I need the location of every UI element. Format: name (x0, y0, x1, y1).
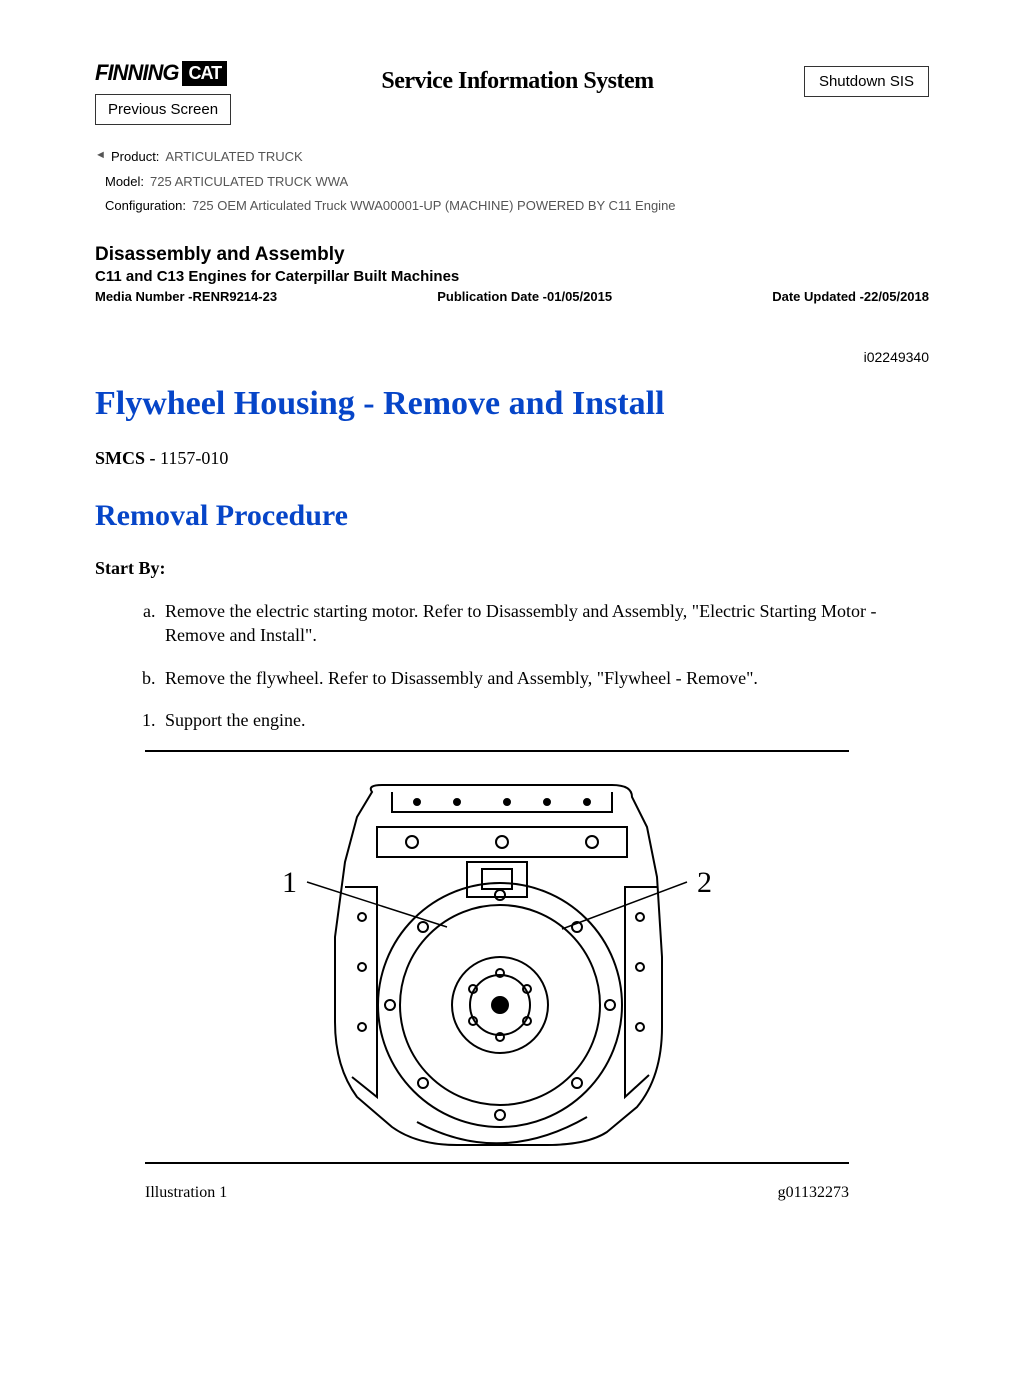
product-label: Product: (111, 145, 159, 170)
shutdown-sis-button[interactable]: Shutdown SIS (804, 66, 929, 97)
doc-heading: Disassembly and Assembly (95, 244, 929, 266)
section-title: Removal Procedure (95, 499, 929, 533)
illustration-ref: g01132273 (778, 1184, 849, 1202)
config-row: Configuration: 725 OEM Articulated Truck… (105, 194, 929, 219)
illustration-rule-top (145, 750, 849, 752)
callout-2: 2 (697, 866, 712, 899)
illustration-label: Illustration 1 (145, 1184, 227, 1202)
cat-badge: CAT (182, 61, 227, 86)
media-number: Media Number -RENR9214-23 (95, 289, 277, 304)
doc-subheading: C11 and C13 Engines for Caterpillar Buil… (95, 268, 929, 285)
start-by-heading: Start By: (95, 558, 929, 579)
product-value: ARTICULATED TRUCK (165, 145, 302, 170)
page-header: FINNING CAT Previous Screen Service Info… (95, 60, 929, 125)
logo-text: FINNING (95, 60, 178, 86)
smcs-value: 1157-010 (160, 448, 228, 468)
product-row: ◄ Product: ARTICULATED TRUCK (95, 145, 929, 170)
publication-row: Media Number -RENR9214-23 Publication Da… (95, 289, 929, 304)
document-metadata: ◄ Product: ARTICULATED TRUCK Model: 725 … (95, 145, 929, 219)
illustration-block: 1 2 (145, 750, 849, 1164)
doc-id: i02249340 (95, 349, 929, 365)
config-value: 725 OEM Articulated Truck WWA00001-UP (M… (192, 194, 676, 219)
previous-screen-button[interactable]: Previous Screen (95, 94, 231, 125)
model-value: 725 ARTICULATED TRUCK WWA (150, 170, 348, 195)
logo-block: FINNING CAT Previous Screen (95, 60, 231, 125)
illustration-caption: Illustration 1 g01132273 (145, 1184, 849, 1202)
list-item: Remove the electric starting motor. Refe… (160, 599, 929, 648)
smcs-label: SMCS - (95, 448, 156, 468)
start-by-list: Remove the electric starting motor. Refe… (95, 599, 929, 690)
sis-title: Service Information System (251, 60, 784, 95)
smcs-line: SMCS - 1157-010 (95, 448, 929, 469)
illustration-rule-bottom (145, 1162, 849, 1164)
page-title: Flywheel Housing - Remove and Install (95, 385, 929, 423)
config-label: Configuration: (105, 194, 186, 219)
list-item: Support the engine. (160, 708, 929, 732)
model-row: Model: 725 ARTICULATED TRUCK WWA (105, 170, 929, 195)
model-label: Model: (105, 170, 144, 195)
back-arrow-icon[interactable]: ◄ (95, 145, 105, 170)
doc-heading-block: Disassembly and Assembly C11 and C13 Eng… (95, 244, 929, 304)
callout-1: 1 (282, 866, 297, 899)
date-updated: Date Updated -22/05/2018 (772, 289, 929, 304)
finning-logo: FINNING CAT (95, 60, 231, 86)
list-item: Remove the flywheel. Refer to Disassembl… (160, 666, 929, 690)
engine-diagram: 1 2 (217, 767, 777, 1147)
procedure-list: Support the engine. (95, 708, 929, 732)
publication-date: Publication Date -01/05/2015 (437, 289, 612, 304)
